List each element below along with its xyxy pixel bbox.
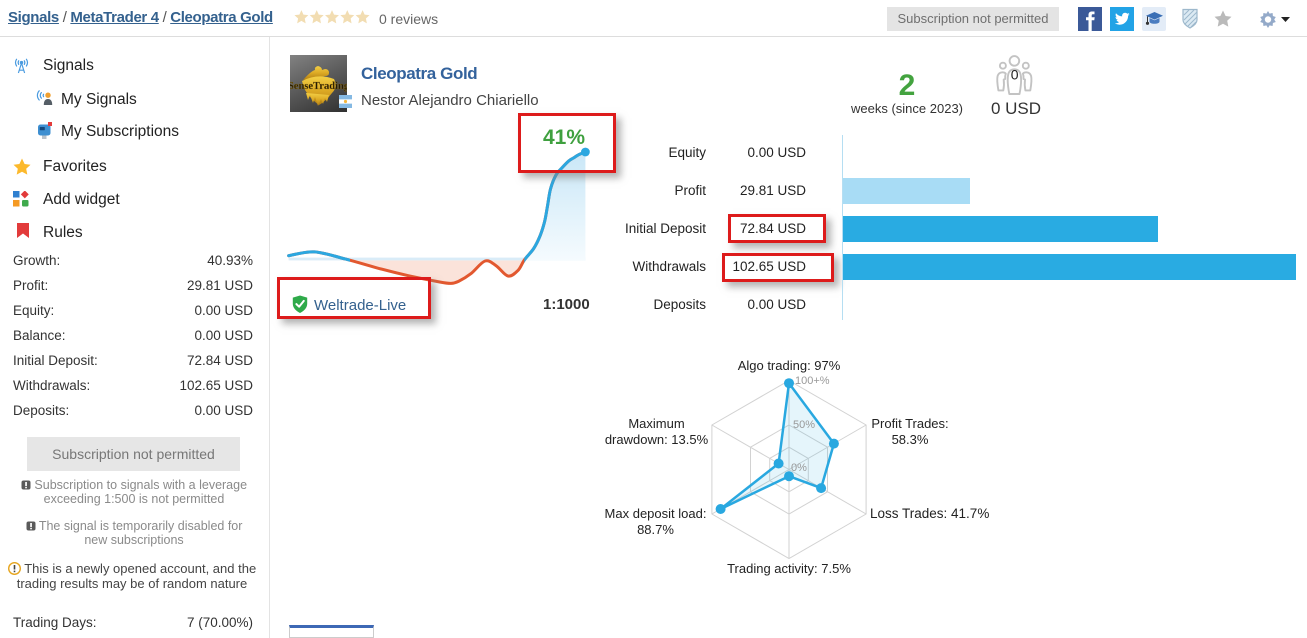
svg-text:SenseTrading: SenseTrading bbox=[290, 81, 347, 92]
svg-text:0: 0 bbox=[1011, 67, 1019, 83]
